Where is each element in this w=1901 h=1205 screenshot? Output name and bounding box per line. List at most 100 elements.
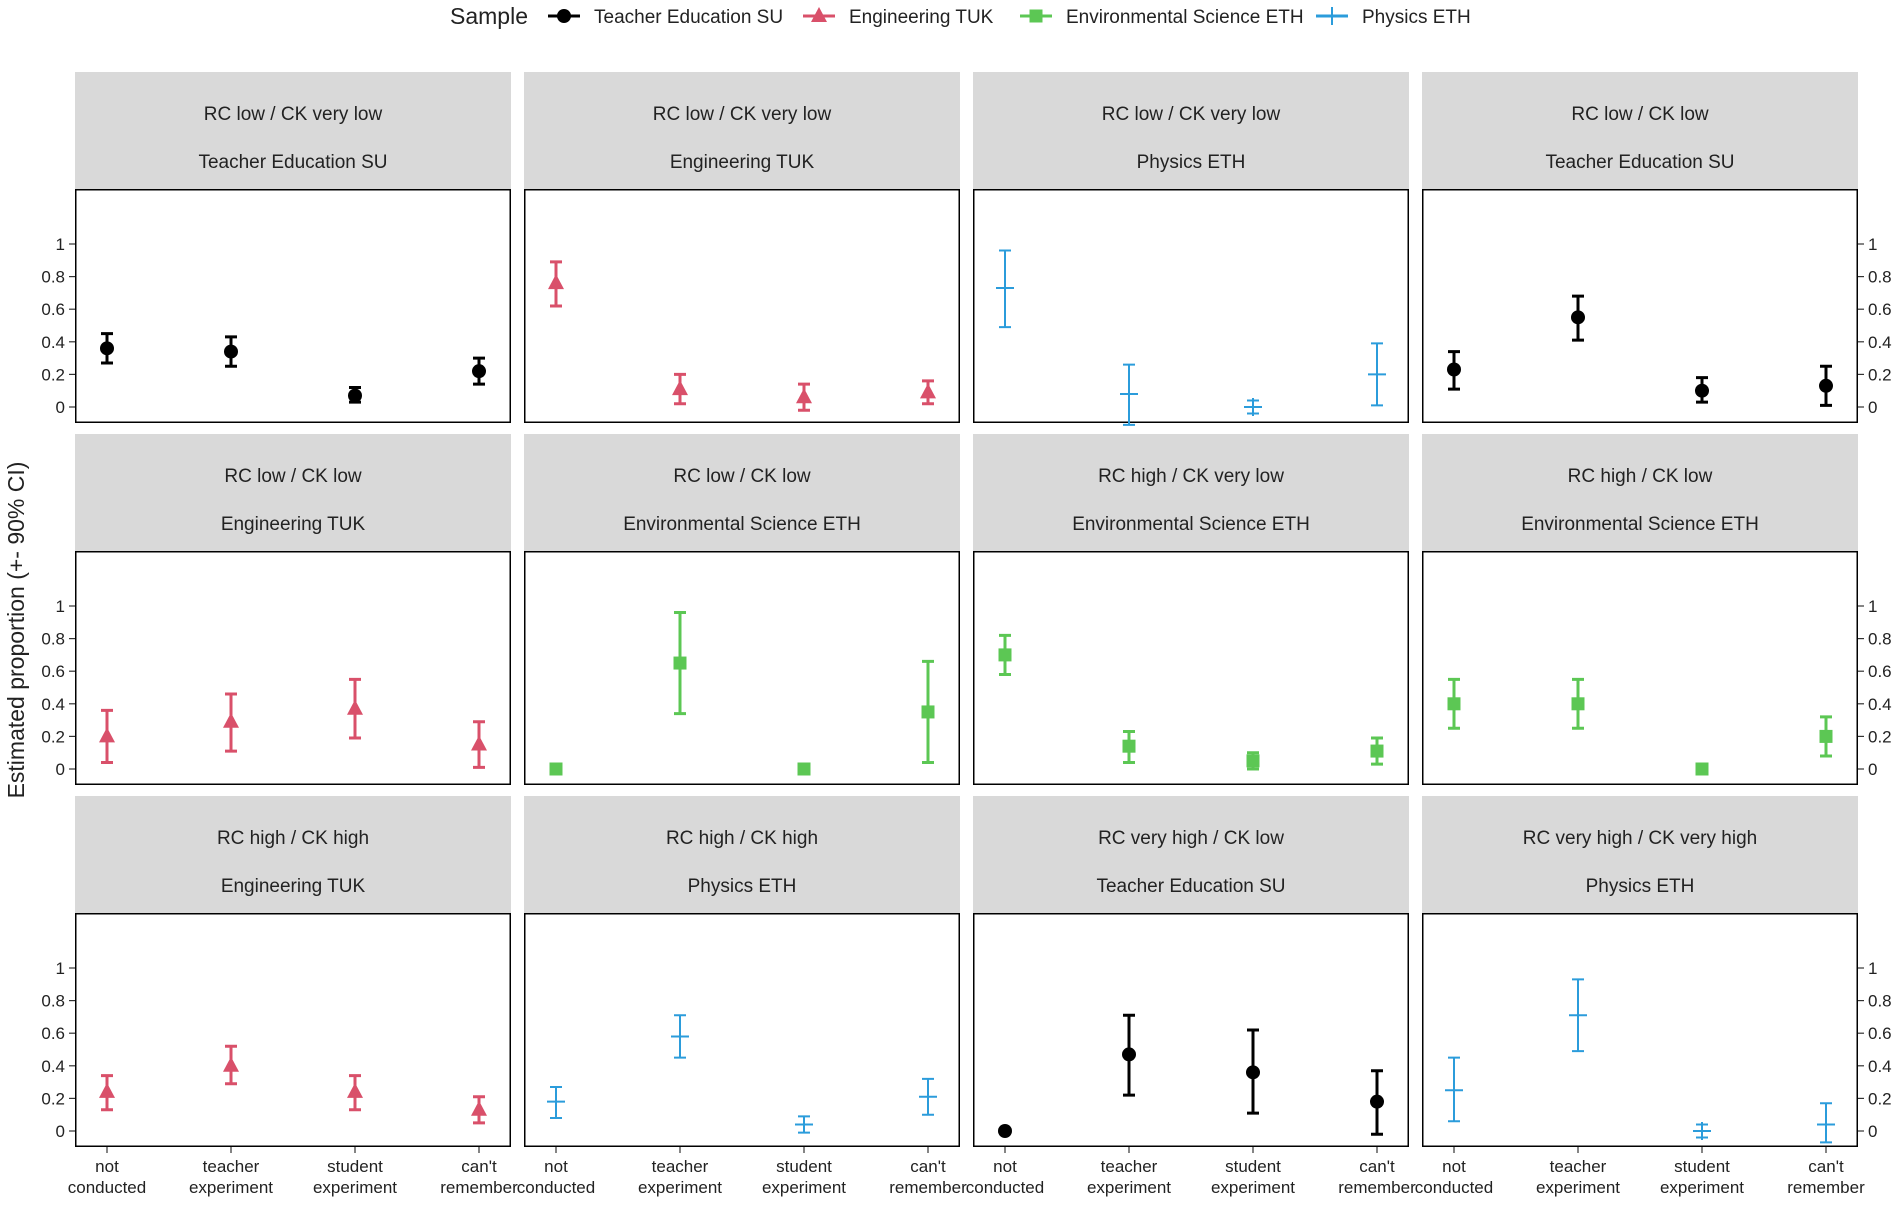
facet-strip xyxy=(1422,434,1858,551)
facet-strip xyxy=(75,796,511,913)
facet-strip xyxy=(973,72,1409,189)
data-point xyxy=(1571,697,1585,711)
legend-title: Sample xyxy=(450,3,528,29)
x-tick-label: experiment xyxy=(313,1178,397,1197)
data-point xyxy=(671,1027,689,1046)
x-tick-label: experiment xyxy=(1087,1178,1171,1197)
x-tick-label: experiment xyxy=(1660,1178,1744,1197)
legend-key-marker xyxy=(557,9,571,23)
y-tick-label: 0.2 xyxy=(1868,1089,1892,1108)
legend-item: Physics ETH xyxy=(1316,7,1471,28)
facet-strip xyxy=(973,434,1409,551)
x-tick-label: remember xyxy=(1338,1178,1416,1197)
facet-strip-label: RC low / CK very low xyxy=(653,104,832,125)
facet-strip xyxy=(524,796,960,913)
data-point xyxy=(223,1056,239,1072)
data-point xyxy=(998,1124,1012,1138)
facet-strip xyxy=(524,72,960,189)
data-point xyxy=(99,727,115,743)
data-point xyxy=(548,274,564,290)
x-tick-label: experiment xyxy=(638,1178,722,1197)
facet-strip-label: RC very high / CK low xyxy=(1098,828,1284,849)
y-tick-label: 0.4 xyxy=(1868,1057,1892,1076)
y-tick-label: 0.2 xyxy=(41,727,65,746)
x-tick-label: student xyxy=(776,1157,832,1176)
legend-item: Engineering TUK xyxy=(803,7,994,28)
facet-strip xyxy=(973,796,1409,913)
data-point xyxy=(797,762,811,776)
legend-label: Physics ETH xyxy=(1362,7,1471,28)
y-tick-label: 0.8 xyxy=(41,630,65,649)
facet-strip-sample: Environmental Science ETH xyxy=(623,514,861,535)
x-tick-label: student xyxy=(1225,1157,1281,1176)
x-tick-label: remember xyxy=(1787,1178,1865,1197)
data-point xyxy=(1817,1115,1835,1134)
data-point xyxy=(1368,365,1386,384)
x-tick-label: remember xyxy=(440,1178,518,1197)
x-tick-label: can't xyxy=(1808,1157,1844,1176)
data-point xyxy=(998,648,1012,662)
x-tick-label: teacher xyxy=(1550,1157,1607,1176)
data-point xyxy=(796,388,812,404)
y-tick-label: 1 xyxy=(1868,235,1877,254)
y-tick-label: 0.6 xyxy=(1868,662,1892,681)
y-tick-label: 0.6 xyxy=(1868,300,1892,319)
x-tick-label: experiment xyxy=(762,1178,846,1197)
y-tick-label: 0.4 xyxy=(1868,333,1892,352)
legend-key-marker xyxy=(811,7,827,22)
data-point xyxy=(921,705,935,719)
facet-strip-sample: Teacher Education SU xyxy=(1545,152,1734,173)
plot-frame xyxy=(524,913,960,1147)
data-point xyxy=(1819,729,1833,743)
x-tick-label: conducted xyxy=(517,1178,595,1197)
data-point xyxy=(1122,1047,1136,1062)
data-point xyxy=(1244,398,1262,416)
y-tick-label: 0.4 xyxy=(41,333,65,352)
plot-frame xyxy=(1422,551,1858,785)
x-tick-label: teacher xyxy=(1101,1157,1158,1176)
x-tick-label: can't xyxy=(910,1157,946,1176)
facet-strip-sample: Physics ETH xyxy=(688,876,797,897)
facet-panel: RC low / CK low Teacher Education SU 0 0.2 0… xyxy=(1422,72,1892,423)
facet-panel: RC high / CK low Environmental Science ET… xyxy=(1422,434,1892,785)
data-point xyxy=(996,279,1014,298)
data-point xyxy=(100,341,114,356)
data-point xyxy=(1571,310,1585,325)
data-point xyxy=(1447,697,1461,711)
plot-frame xyxy=(973,913,1409,1147)
data-point xyxy=(1447,362,1461,377)
facet-strip-label: RC low / CK very low xyxy=(204,104,383,125)
data-point xyxy=(471,735,487,751)
facet-strip-label: RC high / CK low xyxy=(1568,466,1713,487)
y-tick-label: 1 xyxy=(56,235,65,254)
data-point xyxy=(549,762,563,776)
legend-item: Teacher Education SU xyxy=(548,7,783,28)
x-tick-label: conducted xyxy=(1415,1178,1493,1197)
y-tick-label: 0.4 xyxy=(41,695,65,714)
x-tick-label: can't xyxy=(461,1157,497,1176)
data-point xyxy=(672,380,688,396)
data-point xyxy=(1693,1122,1711,1140)
facet-strip-label: RC very high / CK very high xyxy=(1523,828,1757,849)
data-point xyxy=(99,1082,115,1098)
y-tick-label: 0.2 xyxy=(41,1089,65,1108)
x-tick-label: can't xyxy=(1359,1157,1395,1176)
data-point xyxy=(1445,1081,1463,1100)
facet-strip-label: RC low / CK low xyxy=(673,466,811,487)
facet-panel: RC low / CK very low Physics ETH xyxy=(973,72,1409,426)
facet-strip-sample: Engineering TUK xyxy=(221,876,366,897)
data-point xyxy=(1246,754,1260,768)
facet-panel: RC very high / CK very high Physics ETH 0 0… xyxy=(1415,796,1892,1197)
facet-panel: RC high / CK high Physics ETH not conducted… xyxy=(517,796,967,1197)
legend: Sample Teacher Education SU Engineering TU… xyxy=(450,3,1471,29)
data-point xyxy=(1569,1006,1587,1025)
x-tick-label: teacher xyxy=(652,1157,709,1176)
y-tick-label: 0.8 xyxy=(1868,268,1892,287)
x-tick-label: not xyxy=(1442,1157,1466,1176)
facet-panel: RC low / CK very low Engineering TUK xyxy=(524,72,960,423)
y-axis-label: Estimated proportion (+- 90% CI) xyxy=(3,462,29,799)
facet-strip-label: RC low / CK very low xyxy=(1102,104,1281,125)
data-point xyxy=(347,699,363,715)
y-tick-label: 1 xyxy=(56,597,65,616)
